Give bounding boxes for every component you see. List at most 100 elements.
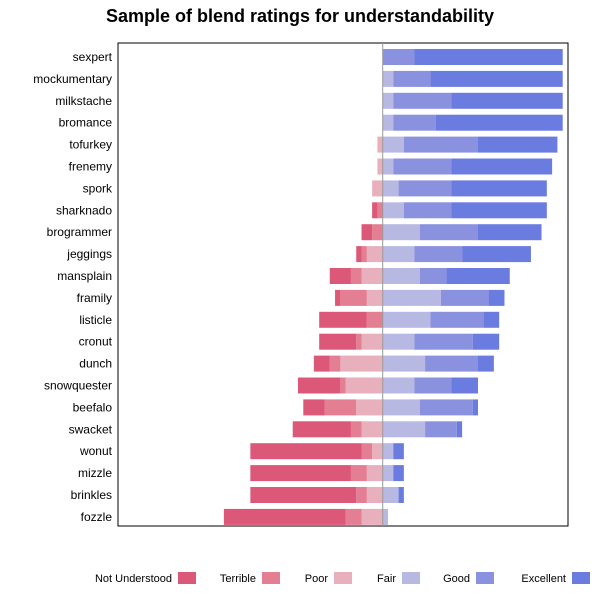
bar-wonut-excellent (393, 443, 404, 460)
bar-fozzle-poor (361, 508, 383, 525)
bar-wonut-not-understood (250, 443, 362, 460)
legend: Not Understood Terrible Poor Fair Good Excell… (95, 572, 590, 585)
bar-brogrammer-fair (382, 224, 420, 241)
category-label-mansplain: mansplain (57, 269, 112, 283)
bar-frenemy-poor (377, 158, 383, 175)
bar-milkstache-good (393, 92, 452, 109)
bar-listicle-good (430, 311, 484, 328)
bar-snowquester-poor (345, 377, 383, 394)
category-label-brinkles: brinkles (71, 488, 112, 502)
bar-listicle-fair (382, 311, 431, 328)
legend-label-poor: Poor (305, 573, 329, 585)
bar-beefalo-good (419, 399, 473, 416)
category-label-milkstache: milkstache (55, 94, 112, 108)
category-label-framily: framily (77, 291, 112, 305)
bar-brinkles-fair (382, 487, 399, 503)
bar-mizzle-poor (366, 465, 383, 482)
bar-cronut-poor (361, 333, 383, 350)
bar-swacket-poor (361, 421, 383, 438)
bar-mizzle-excellent (393, 465, 404, 482)
category-label-jeggings: jeggings (66, 247, 112, 261)
bar-beefalo-poor (356, 399, 383, 416)
bar-snowquester-not-understood (298, 377, 341, 394)
bar-sexpert-good (382, 49, 415, 65)
bar-swacket-not-understood (292, 421, 351, 438)
legend-swatch-poor (334, 572, 352, 584)
bar-mansplain-excellent (446, 268, 510, 284)
bar-swacket-terrible (350, 421, 362, 438)
bar-framily-terrible (340, 289, 367, 306)
bar-beefalo-excellent (472, 399, 478, 416)
bar-mockumentary-good (393, 70, 431, 87)
bar-swacket-fair (382, 421, 426, 438)
bar-mansplain-not-understood (329, 268, 351, 284)
bar-wonut-fair (382, 443, 394, 460)
bar-milkstache-excellent (451, 92, 563, 109)
bar-mizzle-not-understood (250, 465, 351, 482)
category-label-frenemy: frenemy (69, 160, 112, 174)
bar-brogrammer-not-understood (361, 224, 373, 241)
category-label-snowquester: snowquester (44, 379, 112, 393)
legend-label-good: Good (443, 573, 470, 585)
bar-frenemy-fair (382, 158, 394, 175)
category-labels: sexpert mockumentary milkstache bromance tof… (33, 50, 113, 524)
bar-fozzle-fair (382, 508, 388, 525)
bar-fozzle-not-understood (223, 508, 346, 525)
bar-brogrammer-terrible (372, 224, 383, 241)
category-label-cronut: cronut (79, 335, 113, 349)
bar-framily-not-understood (335, 289, 341, 306)
bar-mansplain-terrible (350, 268, 362, 284)
bar-mansplain-poor (361, 268, 383, 284)
bar-cronut-terrible (356, 333, 362, 350)
bar-wonut-terrible (361, 443, 373, 460)
bar-dunch-poor (340, 355, 383, 372)
bar-swacket-excellent (456, 421, 463, 438)
bar-jeggings-terrible (361, 246, 367, 263)
bar-framily-poor (366, 289, 383, 306)
bar-brinkles-not-understood (250, 487, 357, 503)
category-label-sharknado: sharknado (56, 203, 112, 217)
category-label-brogrammer: brogrammer (47, 225, 112, 239)
bar-snowquester-good (414, 377, 452, 394)
bar-beefalo-not-understood (303, 399, 325, 416)
bar-bromance-fair (382, 114, 394, 131)
category-label-swacket: swacket (69, 422, 113, 436)
bar-beefalo-fair (382, 399, 420, 416)
bar-dunch-not-understood (313, 355, 330, 372)
bar-wonut-poor (372, 443, 383, 460)
bar-framily-good (440, 289, 489, 306)
bar-sharknado-not-understood (372, 202, 378, 219)
category-label-listicle: listicle (79, 313, 112, 327)
bar-framily-fair (382, 289, 441, 306)
bar-brogrammer-excellent (478, 224, 542, 241)
bar-jeggings-not-understood (356, 246, 362, 263)
bar-dunch-fair (382, 355, 426, 372)
bar-cronut-fair (382, 333, 415, 350)
bar-framily-excellent (488, 289, 505, 306)
category-label-sexpert: sexpert (73, 50, 113, 64)
bar-mizzle-fair (382, 465, 394, 482)
legend-swatch-excellent (572, 572, 590, 584)
legend-label-not-understood: Not Understood (95, 573, 172, 585)
bar-brinkles-excellent (398, 487, 404, 503)
legend-label-excellent: Excellent (521, 573, 566, 585)
bar-mockumentary-excellent (430, 70, 563, 87)
category-label-mizzle: mizzle (78, 466, 112, 480)
bar-brinkles-terrible (356, 487, 367, 503)
bar-snowquester-terrible (340, 377, 346, 394)
bar-cronut-good (414, 333, 473, 350)
bar-brinkles-poor (366, 487, 383, 503)
bar-dunch-excellent (478, 355, 494, 372)
bar-listicle-terrible (366, 311, 383, 328)
bar-brogrammer-good (419, 224, 478, 241)
bar-bromance-good (393, 114, 436, 131)
bar-mizzle-terrible (350, 465, 367, 482)
category-label-tofurkey: tofurkey (69, 138, 112, 152)
bar-sharknado-excellent (451, 202, 547, 219)
bar-spork-fair (382, 180, 399, 197)
bar-spork-good (398, 180, 452, 197)
bar-spork-poor (372, 180, 383, 197)
bar-beefalo-terrible (324, 399, 357, 416)
bars-layer (223, 49, 563, 525)
bar-mockumentary-fair (382, 70, 394, 87)
